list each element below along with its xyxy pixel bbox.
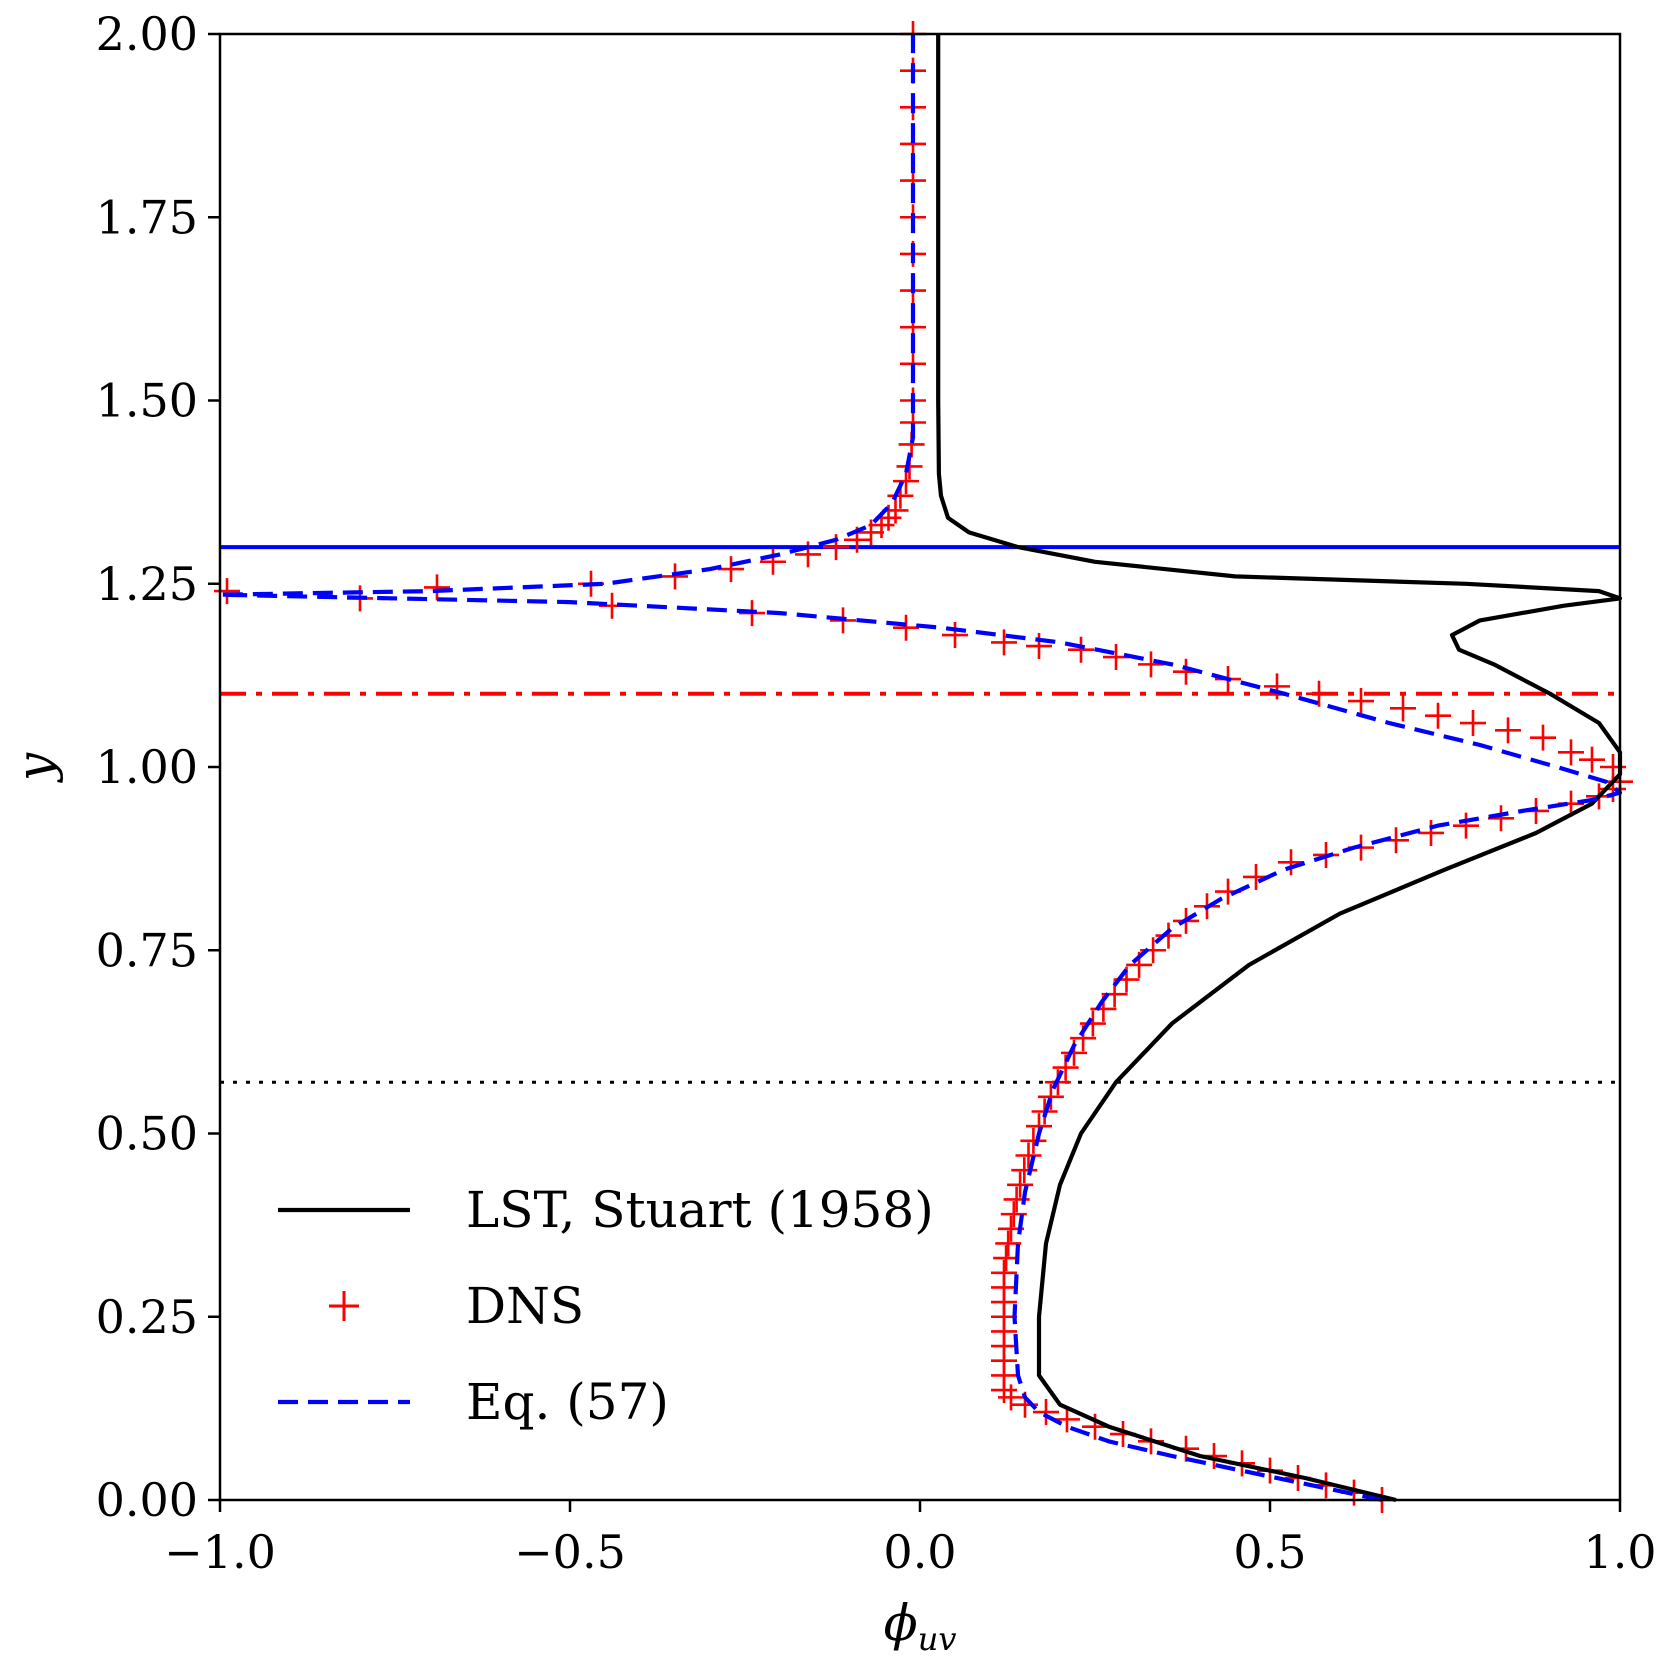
- dns-marker: [1138, 651, 1164, 678]
- reference-lines: [220, 545, 1620, 1084]
- x-tick-label: 0.5: [1233, 1525, 1306, 1579]
- dns-marker: [995, 1230, 1022, 1257]
- dns-marker: [424, 574, 450, 601]
- dns-marker: [1453, 812, 1479, 839]
- series-layer: [214, 21, 1633, 1513]
- y-tick-label: 1.00: [96, 740, 198, 794]
- x-axis-label: ϕuv: [884, 1594, 957, 1658]
- dns-marker: [1155, 922, 1182, 949]
- dns-marker: [991, 1259, 1017, 1286]
- dns-marker: [1054, 1406, 1080, 1433]
- x-axis-label-symbol: ϕ: [884, 1594, 918, 1652]
- y-tick-label: 2.00: [96, 7, 198, 61]
- legend-entry-label: Eq. (57): [466, 1373, 669, 1431]
- y-tick-label: 0.00: [96, 1473, 198, 1527]
- x-tick-label: −0.5: [514, 1525, 626, 1579]
- legend-dns-marker: [329, 1291, 359, 1321]
- series-lst-line: [936, 34, 1623, 1503]
- y-axis-label: y: [6, 752, 64, 783]
- dns-marker: [1007, 1171, 1034, 1198]
- dns-marker: [893, 468, 919, 495]
- y-tick-label: 1.25: [96, 557, 198, 611]
- dns-marker: [1068, 636, 1094, 663]
- dns-marker: [942, 622, 968, 649]
- dns-marker: [1020, 1127, 1047, 1154]
- dns-marker: [991, 629, 1017, 656]
- y-tick-label: 1.50: [96, 374, 198, 428]
- dns-marker: [718, 556, 744, 583]
- y-tick-label: 1.75: [96, 190, 198, 244]
- x-tick-label: 1.0: [1583, 1525, 1656, 1579]
- dns-marker: [1306, 680, 1332, 707]
- legend: LST, Stuart (1958) DNS Eq. (57): [278, 1181, 934, 1431]
- dns-marker: [1348, 688, 1374, 715]
- dns-marker: [1488, 805, 1514, 832]
- series-eq57-line: [217, 34, 1623, 1503]
- dns-marker: [1011, 1157, 1038, 1184]
- dns-marker: [1579, 746, 1605, 773]
- legend-entry-label: LST, Stuart (1958): [466, 1181, 934, 1239]
- dns-marker: [893, 614, 919, 641]
- dns-marker: [1000, 1201, 1027, 1228]
- dns-marker: [1530, 724, 1556, 751]
- dns-marker: [1558, 739, 1584, 766]
- dns-marker: [1037, 1083, 1064, 1110]
- dns-marker: [1425, 702, 1451, 729]
- dns-marker: [1026, 633, 1052, 660]
- dns-marker: [1079, 1010, 1106, 1037]
- y-tick-label: 0.75: [96, 923, 198, 977]
- x-axis-label-subscript: uv: [918, 1620, 957, 1658]
- dns-marker: [1278, 849, 1304, 876]
- dns-marker: [1033, 1399, 1059, 1426]
- dns-marker: [993, 1245, 1020, 1272]
- axis-ticks: −1.0 −0.5 0.0 0.5 1.0 0.00 0.25 0.50 0.75 1.00 1.2…: [96, 7, 1657, 1579]
- dns-marker: [760, 548, 786, 575]
- dns-marker: [1418, 819, 1444, 846]
- dns-marker: [1460, 710, 1486, 737]
- dns-marker: [858, 519, 884, 546]
- y-tick-label: 0.25: [96, 1290, 198, 1344]
- dns-marker: [1390, 695, 1416, 722]
- y-tick-label: 0.50: [96, 1107, 198, 1161]
- dns-marker: [1015, 1142, 1042, 1169]
- dns-marker: [998, 1384, 1024, 1411]
- x-tick-label: −1.0: [164, 1525, 276, 1579]
- dns-marker: [1264, 673, 1290, 700]
- dns-marker: [662, 563, 688, 590]
- legend-entry-label: DNS: [466, 1277, 584, 1335]
- x-tick-label: 0.0: [883, 1525, 956, 1579]
- dns-marker: [1495, 717, 1521, 744]
- dns-marker: [1082, 1413, 1108, 1440]
- dns-marker: [214, 578, 240, 605]
